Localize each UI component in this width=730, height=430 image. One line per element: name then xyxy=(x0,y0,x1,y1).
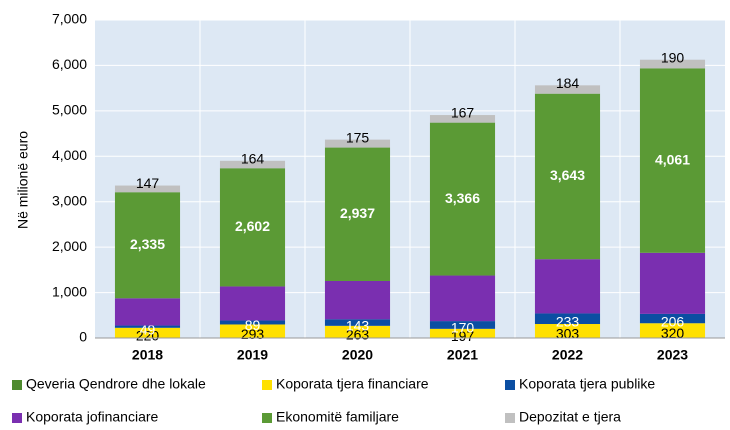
bar-segment xyxy=(429,328,496,338)
x-tick-label: 2019 xyxy=(237,347,268,363)
data-label: 4,061 xyxy=(655,151,690,167)
data-label: 3,366 xyxy=(445,190,480,206)
bar-segment xyxy=(324,280,391,320)
bar-segment xyxy=(534,259,601,314)
bar-segment xyxy=(639,252,706,314)
x-tick-label: 2023 xyxy=(657,347,688,363)
bar-segment xyxy=(639,68,706,253)
data-label: 2,335 xyxy=(130,236,165,252)
bar-segment xyxy=(219,168,286,287)
bar-segment xyxy=(534,313,601,325)
legend-label: Qeveria Qendrore dhe lokale xyxy=(26,376,206,392)
y-tick-label: 7,000 xyxy=(52,11,87,27)
data-label: 2,602 xyxy=(235,218,270,234)
bar-segment xyxy=(114,325,181,328)
bar-segment xyxy=(114,298,181,326)
legend-swatch xyxy=(262,413,272,423)
x-tick-label: 2018 xyxy=(132,347,163,363)
legend-swatch xyxy=(505,413,515,423)
y-axis-label: Në milionë euro xyxy=(15,131,31,229)
data-label: 320 xyxy=(661,325,685,341)
bar-segment xyxy=(429,122,496,276)
x-tick-label: 2021 xyxy=(447,347,478,363)
data-label: 233 xyxy=(556,313,580,329)
data-label: 167 xyxy=(451,105,475,121)
bar-segment xyxy=(324,325,391,338)
data-label: 220 xyxy=(136,327,160,343)
y-tick-label: 2,000 xyxy=(52,238,87,254)
bar-segment xyxy=(639,59,706,69)
bar-segment xyxy=(114,327,181,338)
legend-swatch xyxy=(12,380,22,390)
y-tick-label: 6,000 xyxy=(52,56,87,72)
legend-label: Ekonomitë familjare xyxy=(276,409,399,425)
bar-segment xyxy=(534,93,601,260)
bar-segment xyxy=(429,115,496,123)
legend-label: Koporata tjera financiare xyxy=(276,376,429,392)
bar-segment xyxy=(639,313,706,324)
data-label: 184 xyxy=(556,75,580,91)
y-tick-label: 5,000 xyxy=(52,102,87,118)
data-label: 190 xyxy=(661,49,685,65)
bar-segment xyxy=(219,286,286,321)
x-tick-label: 2022 xyxy=(552,347,583,363)
legend-label: Koporata jofinanciare xyxy=(26,409,159,425)
data-label: 263 xyxy=(346,327,370,343)
bar-segment xyxy=(429,321,496,329)
legend-swatch xyxy=(262,380,272,390)
y-tick-label: 4,000 xyxy=(52,147,87,163)
legend-swatch xyxy=(12,413,22,423)
data-label: 89 xyxy=(245,317,261,333)
data-label: 3,643 xyxy=(550,167,585,183)
legend-label: Depozitat e tjera xyxy=(519,409,621,425)
bar-segment xyxy=(324,139,391,148)
bar-segment xyxy=(534,324,601,338)
y-tick-label: 3,000 xyxy=(52,192,87,208)
y-tick-label: 0 xyxy=(79,329,87,345)
bar-segment xyxy=(324,319,391,326)
bar-segment xyxy=(114,192,181,299)
data-label: 170 xyxy=(451,320,475,336)
data-label: 143 xyxy=(346,317,370,333)
data-label: 197 xyxy=(451,328,475,344)
data-label: 164 xyxy=(241,150,265,166)
data-label: 2,937 xyxy=(340,205,375,221)
x-tick-label: 2020 xyxy=(342,347,373,363)
data-label: 175 xyxy=(346,129,370,145)
legend-swatch xyxy=(505,380,515,390)
bar-segment xyxy=(429,275,496,322)
data-label: 206 xyxy=(661,313,685,329)
bar-segment xyxy=(324,147,391,281)
bar-segment xyxy=(219,160,286,169)
legend-label: Koporata tjera publike xyxy=(519,376,655,392)
bar-segment xyxy=(534,85,601,94)
y-tick-label: 1,000 xyxy=(52,283,87,299)
bar-segment xyxy=(219,320,286,325)
bar-segment xyxy=(114,185,181,193)
bar-segment xyxy=(639,323,706,338)
bar-segment xyxy=(219,324,286,338)
data-label: 147 xyxy=(136,175,160,191)
